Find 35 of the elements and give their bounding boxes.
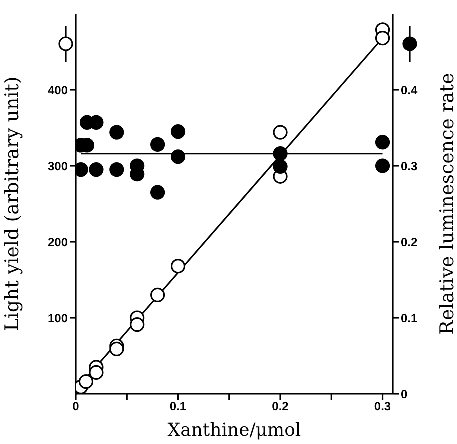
point bbox=[89, 365, 104, 380]
y-tick-label: 400 bbox=[48, 83, 68, 98]
y2-tick-label: 0 bbox=[401, 387, 408, 402]
y2-tick-label: 0.4 bbox=[401, 83, 418, 98]
x-tick-label: 0.2 bbox=[272, 400, 290, 414]
point bbox=[110, 125, 124, 140]
point bbox=[150, 137, 166, 152]
point bbox=[170, 150, 186, 164]
y2-tick-label: 0.2 bbox=[401, 235, 418, 250]
y2-axis-title: Relative luminescence rate bbox=[436, 73, 457, 335]
y-axis-title: Light yield (arbitrary unit) bbox=[2, 76, 24, 332]
point bbox=[375, 135, 390, 150]
y-tick-label: 100 bbox=[48, 311, 68, 326]
point bbox=[170, 124, 186, 140]
point bbox=[110, 342, 124, 356]
point bbox=[273, 159, 288, 174]
point bbox=[375, 158, 390, 174]
point bbox=[273, 146, 288, 162]
point bbox=[89, 162, 104, 178]
point bbox=[170, 259, 186, 274]
y2-tick-label: 0.1 bbox=[401, 311, 418, 326]
x-tick-label: 0.3 bbox=[374, 400, 392, 414]
y2-tick-label: 0.3 bbox=[401, 159, 418, 174]
point bbox=[78, 374, 94, 390]
point bbox=[150, 288, 166, 302]
point bbox=[375, 31, 390, 46]
x-tick-label: 0 bbox=[72, 400, 80, 414]
x-axis-title: Xanthine/μmol bbox=[168, 420, 302, 441]
point bbox=[273, 125, 288, 140]
point bbox=[150, 185, 166, 200]
x-tick-label: 0.1 bbox=[170, 400, 187, 414]
point bbox=[110, 162, 124, 178]
y-tick-label: 200 bbox=[48, 235, 68, 250]
point bbox=[130, 318, 145, 332]
y-tick-label: 300 bbox=[48, 159, 68, 174]
